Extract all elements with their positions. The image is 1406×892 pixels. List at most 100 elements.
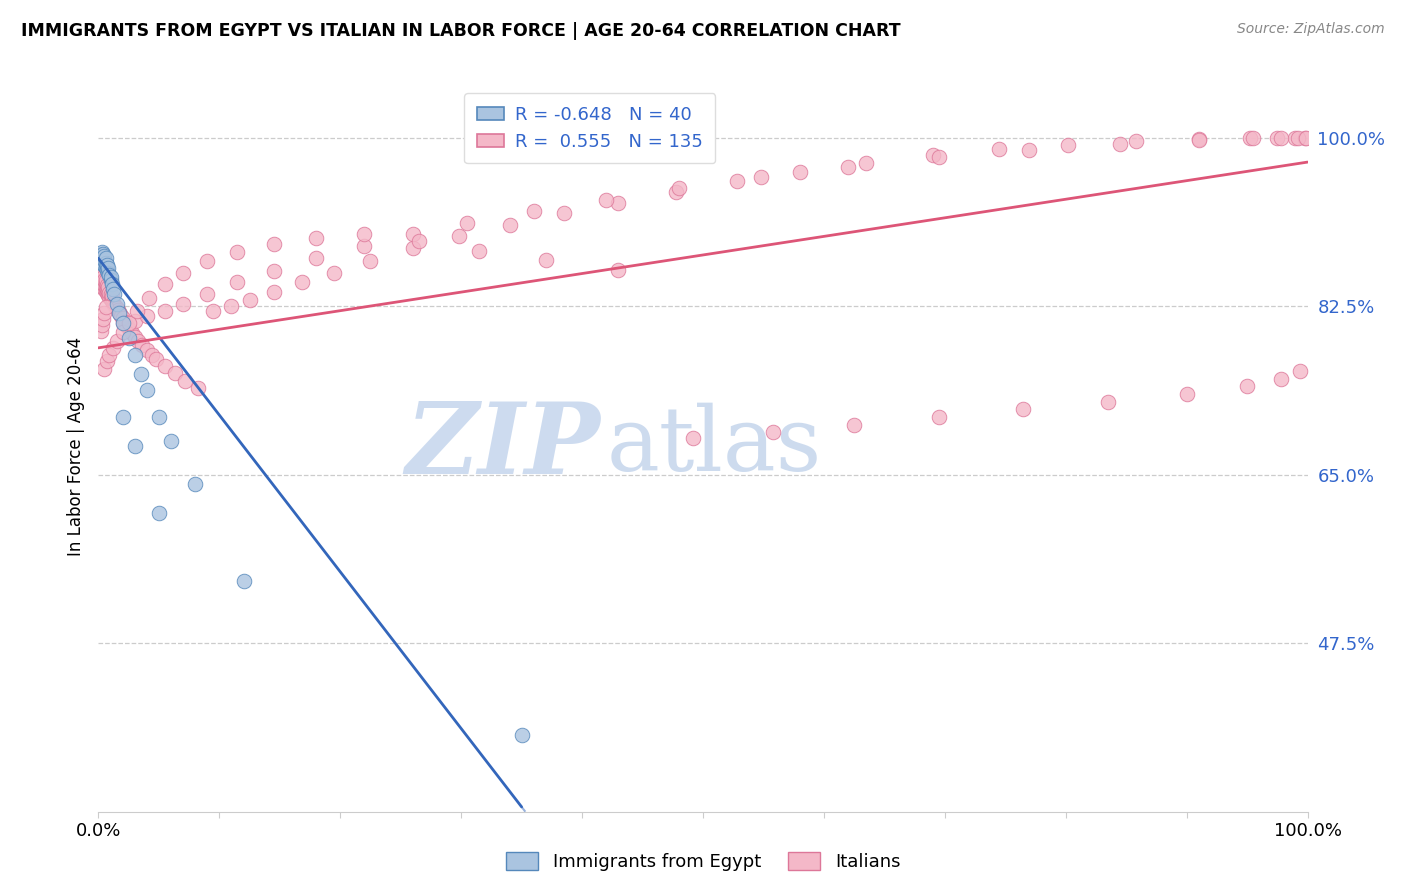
Point [93,258,115,272]
Point [195,254,218,268]
Point [153,277,176,292]
Point [94,256,117,270]
Point [135,309,157,323]
Point [90,276,112,290]
Point [855,156,877,170]
Point [93,253,115,268]
Text: Source: ZipAtlas.com: Source: ZipAtlas.com [1237,22,1385,37]
Point [103,287,125,301]
Point [1188,132,1211,146]
Point [988,142,1011,156]
Point [1012,402,1035,417]
Point [91,255,114,269]
Point [97,284,120,298]
Point [97,266,120,280]
Point [111,310,134,325]
Point [523,204,546,219]
Legend: Immigrants from Egypt, Italians: Immigrants from Egypt, Italians [498,845,908,879]
Point [153,304,176,318]
Point [91,276,114,290]
Point [665,185,688,199]
Point [124,439,146,453]
Point [323,266,346,280]
Point [94,260,117,275]
Point [1295,131,1317,145]
Point [101,282,124,296]
Point [100,277,122,292]
Point [553,206,575,220]
Point [148,410,170,425]
Point [103,297,125,311]
Point [90,324,112,338]
Point [91,268,114,282]
Point [1175,387,1198,401]
Point [94,280,117,294]
Point [226,244,249,259]
Point [100,292,122,306]
Point [107,303,129,318]
Point [91,318,114,332]
Point [96,285,118,300]
Point [195,287,218,301]
Point [111,326,134,340]
Point [172,266,194,280]
Point [447,229,470,244]
Point [101,295,124,310]
Point [91,312,114,326]
Point [135,383,157,397]
Point [1188,133,1211,147]
Point [105,334,128,348]
Point [928,410,950,425]
Point [135,343,157,357]
Point [91,252,114,266]
Point [187,381,209,395]
Point [456,216,478,230]
Point [1125,134,1147,148]
Point [1239,131,1261,145]
Point [141,347,163,362]
Point [93,362,115,376]
Point [124,330,146,344]
Point [353,239,375,253]
Point [110,309,132,323]
Point [91,254,114,268]
Point [100,269,122,284]
Point [118,322,141,336]
Point [104,300,127,314]
Point [129,367,152,381]
Point [468,244,491,258]
Point [90,256,112,270]
Point [263,264,285,278]
Point [510,728,533,742]
Point [360,254,382,268]
Point [91,246,114,260]
Point [607,195,630,210]
Point [1018,143,1040,157]
Point [163,366,186,380]
Point [118,331,141,345]
Point [91,244,114,259]
Point [105,296,128,310]
Y-axis label: In Labor Force | Age 20-64: In Labor Force | Age 20-64 [66,336,84,556]
Point [91,280,114,294]
Point [93,272,115,286]
Point [226,276,249,290]
Point [100,289,122,303]
Point [160,434,183,449]
Point [172,296,194,310]
Point [408,234,430,248]
Point [595,193,617,207]
Point [97,288,120,302]
Point [97,280,120,294]
Point [96,282,118,296]
Point [90,248,112,262]
Point [94,301,117,315]
Point [114,315,136,329]
Point [101,341,124,355]
Point [91,269,114,284]
Point [1284,131,1306,145]
Point [91,251,114,265]
Point [239,293,262,307]
Point [534,253,557,268]
Point [1270,371,1292,385]
